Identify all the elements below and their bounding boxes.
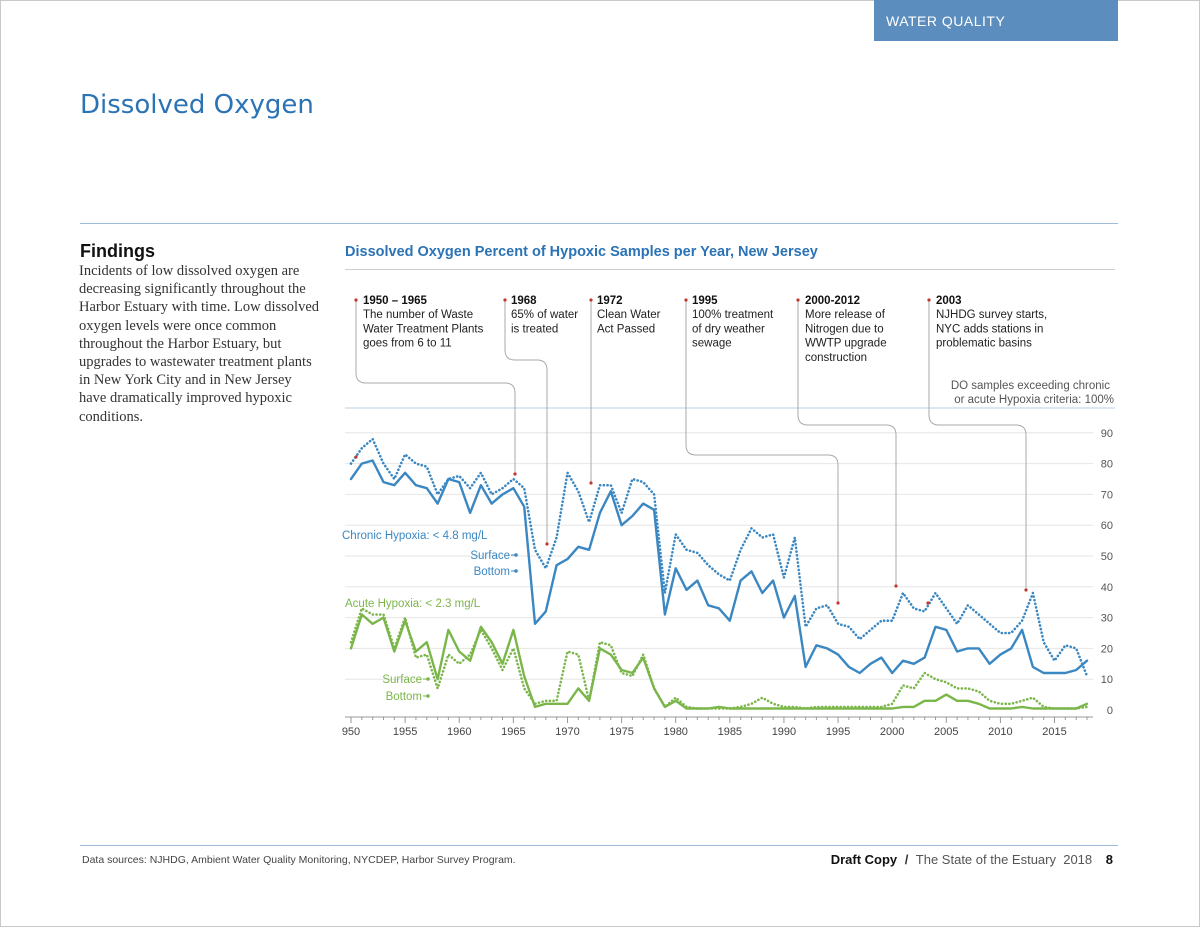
series-line-chronic-surface (349, 437, 1089, 678)
series-line-acute-surface (349, 607, 1089, 710)
annotation-text: of dry weather (692, 323, 765, 335)
x-tick-label: 1980 (663, 726, 687, 738)
legend-dot (514, 553, 518, 557)
x-tick-label: 1990 (772, 726, 796, 738)
annotation-year: 1950 – 1965 (363, 295, 428, 307)
y-tick-label: 60 (1101, 520, 1113, 532)
annotation-text: Water Treatment Plants (363, 323, 484, 335)
annotation-text: Nitrogen due to (805, 323, 884, 335)
annotation-marker (796, 298, 800, 302)
annotation-text: goes from 6 to 11 (363, 338, 452, 350)
legend-acute: Acute Hypoxia: < 2.3 mg/L (345, 598, 481, 610)
x-tick-label: 1960 (447, 726, 471, 738)
annotation-marker (354, 298, 358, 302)
annotation-text: WWTP upgrade (805, 338, 887, 350)
legend-acute-surface: Surface (382, 674, 422, 686)
x-tick-label: 2015 (1042, 726, 1066, 738)
annotation-marker (589, 481, 593, 485)
annotation-text: sewage (692, 338, 732, 350)
page-title: Dissolved Oxygen (80, 90, 314, 120)
y-tick-label: 50 (1101, 551, 1113, 563)
x-tick-label: 2010 (988, 726, 1012, 738)
legend-chronic: Chronic Hypoxia: < 4.8 mg/L (342, 530, 488, 542)
annotation-year: 1968 (511, 295, 537, 307)
annotation-leader (355, 300, 516, 474)
annotation-year: 2003 (936, 295, 962, 307)
x-tick-label: 1975 (609, 726, 633, 738)
annotation-year: 1972 (597, 295, 623, 307)
annotation-leader (685, 300, 839, 603)
annotation-text: NJHDG survey starts, (936, 309, 1047, 321)
annotation-text: Clean Water (597, 309, 661, 321)
draft-label: Draft Copy (830, 852, 898, 867)
annotation-marker (513, 472, 517, 476)
x-tick-label: 1955 (393, 726, 417, 738)
findings-heading: Findings (80, 241, 155, 261)
annotation-leader (504, 300, 548, 544)
x-tick-label: 1985 (718, 726, 742, 738)
page-number: 8 (1105, 852, 1113, 867)
y-axis-note: or acute Hypoxia criteria: 100% (954, 394, 1114, 406)
y-tick-label: 10 (1101, 674, 1113, 686)
y-axis-note: DO samples exceeding chronic (951, 380, 1110, 392)
annotation-text: The number of Waste (363, 309, 473, 321)
footer-publication: Draft Copy / The State of the Estuary 20… (831, 852, 1113, 867)
annotation-text: More release of (805, 309, 886, 321)
legend-chronic-bottom: Bottom (474, 566, 510, 578)
annotation-text: is treated (511, 323, 558, 335)
footer-source: Data sources: NJHDG, Ambient Water Quali… (82, 854, 516, 866)
y-tick-label: 30 (1101, 613, 1113, 625)
y-tick-label: 70 (1101, 489, 1113, 501)
y-tick-label: 20 (1101, 643, 1113, 655)
annotation-year: 1995 (692, 295, 718, 307)
legend-dot (426, 694, 430, 698)
legend-chronic-surface: Surface (470, 550, 510, 562)
annotation-marker (503, 298, 507, 302)
annotation-text: 100% treatment (692, 309, 774, 321)
annotation-text: Act Passed (597, 323, 655, 335)
annotation-text: problematic basins (936, 338, 1032, 350)
x-tick-label: 1970 (555, 726, 579, 738)
series-line-chronic-bottom (349, 459, 1089, 675)
chart-title-divider (345, 269, 1115, 270)
annotation-marker (354, 455, 358, 459)
y-tick-label: 90 (1101, 428, 1113, 440)
legend-acute-bottom: Bottom (386, 691, 422, 703)
annotation-leader (928, 300, 1027, 590)
annotation-marker (894, 584, 898, 588)
annotation-marker (545, 542, 549, 546)
y-tick-label: 40 (1101, 582, 1113, 594)
publication-title: The State of the Estuary 2018 (915, 852, 1093, 867)
section-tab: WATER QUALITY (874, 0, 1118, 41)
annotation-leader (797, 300, 897, 586)
annotation-text: NYC adds stations in (936, 323, 1043, 335)
x-tick-label: 2000 (880, 726, 904, 738)
legend-dot (426, 677, 430, 681)
x-tick-label: 950 (342, 726, 360, 738)
series-line-acute-bottom (349, 613, 1089, 710)
header-divider (80, 223, 1118, 224)
annotation-marker (1024, 588, 1028, 592)
annotation-marker (836, 601, 840, 605)
x-tick-label: 1965 (501, 726, 525, 738)
annotation-marker (684, 298, 688, 302)
annotation-year: 2000-2012 (805, 295, 860, 307)
annotation-marker (589, 298, 593, 302)
annotation-text: 65% of water (511, 309, 578, 321)
footer-separator: / (904, 852, 909, 867)
y-tick-label: 0 (1107, 705, 1113, 717)
annotation-text: construction (805, 352, 867, 364)
annotation-marker (926, 601, 930, 605)
findings-body: Incidents of low dissolved oxygen are de… (79, 263, 320, 425)
y-tick-label: 80 (1101, 459, 1113, 471)
legend-dot (514, 569, 518, 573)
x-tick-label: 2005 (934, 726, 958, 738)
x-tick-label: 1995 (826, 726, 850, 738)
footer-divider (80, 845, 1118, 846)
chart-title: Dissolved Oxygen Percent of Hypoxic Samp… (345, 244, 818, 260)
annotation-marker (927, 298, 931, 302)
